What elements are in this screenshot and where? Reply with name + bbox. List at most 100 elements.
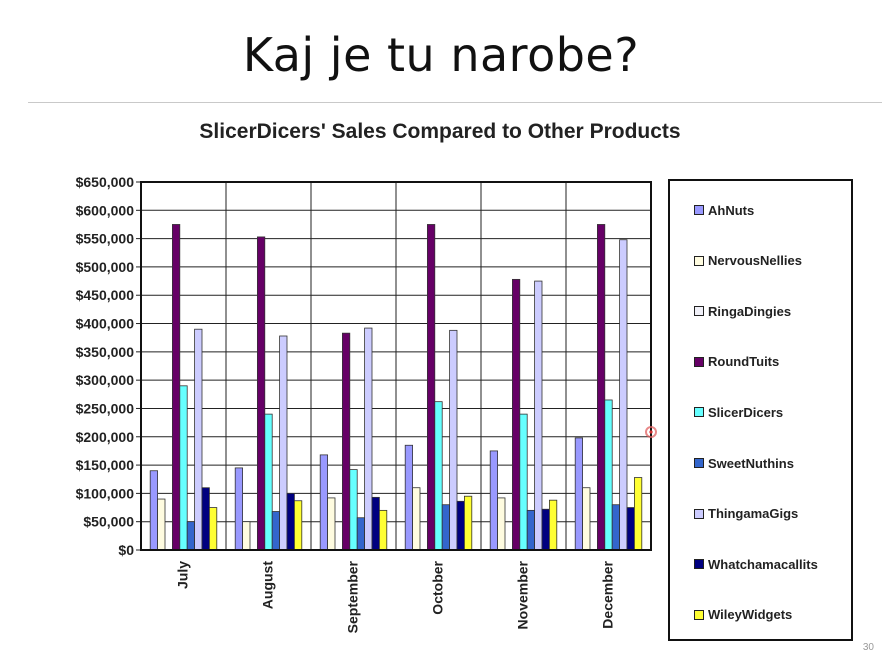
legend-item: RoundTuits: [694, 354, 779, 370]
bar: [293, 500, 303, 551]
bar: [456, 500, 465, 551]
legend-swatch: [694, 205, 704, 215]
bar: [194, 328, 203, 551]
bar: [157, 498, 166, 551]
bar: [186, 521, 195, 551]
legend-swatch: [694, 407, 704, 418]
bar: [364, 327, 373, 551]
legend-label: SlicerDicers: [708, 404, 784, 420]
y-tick-label: $500,000: [76, 259, 135, 275]
x-tick-label: August: [260, 561, 276, 610]
bar: [179, 385, 188, 551]
legend-item: NervousNellies: [694, 253, 802, 269]
x-tick-label: July: [175, 561, 191, 589]
y-tick-label: $250,000: [76, 400, 135, 416]
legend-item: SweetNuthins: [694, 455, 794, 471]
y-tick-label: $0: [118, 542, 134, 558]
y-tick-label: $200,000: [76, 429, 135, 445]
bar: [626, 507, 635, 551]
bar: [526, 509, 536, 551]
y-tick-label: $350,000: [76, 344, 135, 360]
bar: [171, 224, 181, 551]
bar: [611, 504, 621, 551]
chart-legend: AhNuts NervousNellies RingaDingies RoundTui…: [668, 179, 853, 641]
legend-item: ThingamaGigs: [694, 506, 798, 522]
legend-item: SlicerDicers: [694, 404, 783, 420]
bar: [256, 236, 266, 551]
legend-label: SweetNuthins: [708, 455, 794, 471]
y-tick-label: $650,000: [76, 174, 135, 190]
chart-title: SlicerDicers' Sales Compared to Other Pr…: [199, 120, 681, 143]
x-tick-label: December: [600, 560, 616, 628]
bar: [412, 487, 421, 551]
pointer-dot-icon: [645, 426, 657, 438]
plot-border: [140, 181, 652, 551]
bar: [519, 413, 528, 551]
legend-label: Whatchamacallits: [708, 556, 818, 572]
bar: [597, 224, 606, 551]
bar: [549, 499, 558, 551]
legend-swatch: [694, 458, 704, 468]
bar: [541, 508, 550, 551]
bar: [286, 492, 295, 551]
y-tick-label: $600,000: [76, 202, 135, 218]
legend-item: AhNuts: [694, 202, 754, 218]
bar: [378, 509, 388, 551]
legend-label: AhNuts: [708, 202, 755, 218]
bar: [271, 511, 281, 551]
page-number: 30: [862, 642, 874, 653]
legend-label: NervousNellies: [708, 253, 802, 269]
bar: [327, 497, 336, 551]
bar: [534, 280, 543, 551]
bar: [574, 437, 584, 551]
bar: [434, 401, 443, 551]
legend-label: ThingamaGigs: [708, 506, 799, 522]
bar: [489, 450, 499, 551]
bar: [149, 470, 158, 551]
x-tick-label: October: [430, 560, 446, 614]
bar: [234, 467, 243, 551]
y-tick-label: $550,000: [76, 231, 135, 247]
bar: [242, 521, 251, 551]
legend-swatch: [694, 356, 704, 367]
bar: [356, 517, 366, 551]
legend-swatch: [694, 255, 704, 266]
legend-swatch: [694, 508, 704, 519]
bar: [208, 507, 218, 551]
bar: [463, 495, 473, 551]
bar: [497, 497, 506, 551]
y-tick-label: $100,000: [76, 485, 135, 501]
bar: [582, 487, 591, 551]
bar: [279, 335, 288, 551]
bar: [201, 487, 210, 551]
bar: [371, 496, 380, 551]
y-tick-label: $400,000: [76, 316, 135, 332]
legend-swatch: [694, 306, 704, 317]
bar: [604, 399, 613, 551]
bar: [404, 444, 414, 551]
legend-swatch: [694, 609, 704, 620]
bar: [634, 477, 643, 551]
bar: [512, 278, 521, 551]
bar: [319, 454, 329, 551]
slide-title: Kaj je tu narobe?: [242, 28, 640, 82]
legend-label: WileyWidgets: [708, 607, 793, 623]
pointer-dot-center: [649, 430, 653, 434]
bar: [441, 504, 451, 551]
bar: [449, 329, 458, 551]
title-divider: [28, 102, 882, 103]
y-tick-label: $300,000: [76, 372, 135, 388]
bar: [341, 332, 351, 551]
x-tick-label: November: [515, 560, 531, 629]
bar: [426, 224, 436, 551]
legend-swatch: [694, 559, 704, 570]
legend-label: RingaDingies: [708, 303, 792, 319]
legend-label: RoundTuits: [708, 354, 780, 370]
legend-item: WileyWidgets: [694, 607, 792, 623]
bar: [619, 239, 628, 551]
legend-item: Whatchamacallits: [694, 556, 818, 572]
y-tick-label: $50,000: [83, 514, 134, 530]
y-tick-label: $450,000: [76, 287, 135, 303]
y-tick-label: $150,000: [76, 457, 135, 473]
